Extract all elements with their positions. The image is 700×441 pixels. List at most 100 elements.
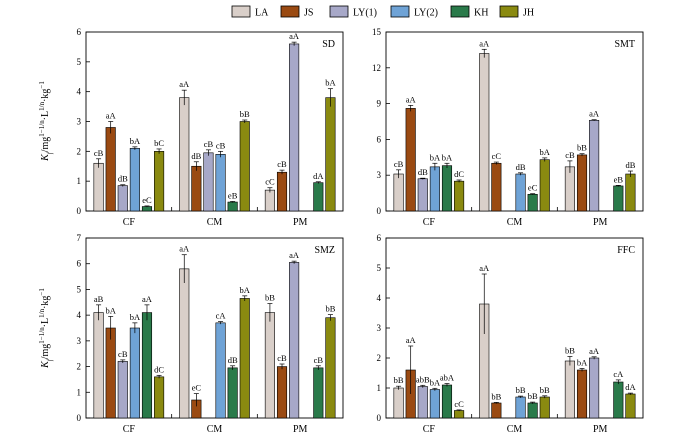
- significance-label: bA: [430, 377, 441, 387]
- bar-kh-cm: [227, 367, 238, 419]
- bar-ly2-cf: [429, 389, 440, 419]
- y-tick-label: 6: [377, 233, 382, 243]
- significance-label: dC: [154, 364, 164, 374]
- y-tick-label: 6: [77, 27, 82, 37]
- bar-kh-cm: [527, 402, 538, 419]
- x-tick-label: PM: [593, 217, 608, 228]
- significance-label: bA: [130, 136, 141, 146]
- bar-ly2-cm: [515, 173, 526, 212]
- bar-ly1-pm: [289, 262, 300, 419]
- significance-label: bA: [105, 305, 116, 315]
- significance-label: aB: [94, 294, 104, 304]
- significance-label: bB: [394, 375, 404, 385]
- significance-label: bB: [565, 346, 575, 356]
- bar-ly1-cf: [117, 185, 128, 212]
- bar-jh-cm: [539, 159, 550, 212]
- bar-js-cm: [191, 165, 202, 212]
- bar-kh-cf: [441, 384, 453, 419]
- significance-label: bB: [540, 385, 550, 395]
- bar-js-cf: [405, 108, 416, 212]
- y-axis-labels: Kf/mg1−1/n·L1/n·kg−1 Kf/mg1−1/n·L1/n·kg−1: [38, 81, 54, 369]
- legend-item-la: LA: [231, 5, 269, 19]
- bar-jh-pm: [625, 173, 636, 212]
- significance-label: eC: [142, 195, 152, 205]
- significance-label: aA: [289, 250, 300, 260]
- x-tick-label: CM: [207, 424, 223, 435]
- y-tick-label: 2: [377, 353, 382, 363]
- significance-label: aA: [406, 94, 417, 104]
- bar-kh-pm: [313, 367, 324, 419]
- bar-ly1-cf: [417, 178, 428, 212]
- y-tick-label: 5: [77, 57, 82, 67]
- legend-swatch: [499, 5, 519, 18]
- bar-kh-cf: [141, 206, 153, 212]
- significance-label: bA: [325, 78, 336, 88]
- significance-label: aA: [106, 111, 117, 121]
- significance-label: aA: [289, 31, 300, 41]
- bar-kh-pm: [613, 381, 624, 419]
- bar-kh-cm: [527, 193, 538, 212]
- bar-ly2-cf: [429, 166, 440, 212]
- panel-smz: 01234567SMZCFaBbAcBbAaAdCCMaAeCcAdBbAPMb…: [77, 233, 344, 435]
- y-tick-label: 6: [77, 259, 82, 269]
- legend-label: JH: [523, 8, 534, 19]
- legend-swatch: [390, 5, 410, 18]
- significance-label: eC: [192, 383, 202, 393]
- y-tick-label: 2: [77, 146, 82, 156]
- bar-ly1-cf: [117, 361, 128, 419]
- bar-jh-pm: [325, 97, 336, 212]
- y-tick-label: 0: [77, 413, 82, 423]
- legend-swatch: [231, 5, 251, 18]
- y-tick-label: 15: [372, 27, 382, 37]
- bar-la-pm: [264, 189, 275, 212]
- y-tick-label: 9: [377, 99, 382, 109]
- significance-label: cC: [492, 151, 502, 161]
- significance-label: cB: [565, 150, 575, 160]
- significance-label: cB: [94, 148, 104, 158]
- legend-item-kh: KH: [450, 5, 488, 19]
- significance-label: dB: [418, 167, 428, 177]
- significance-label: bC: [154, 138, 164, 148]
- bar-kh-cf: [441, 165, 453, 212]
- significance-label: bA: [430, 152, 441, 162]
- bar-jh-cf: [454, 410, 465, 419]
- significance-label: dB: [118, 174, 128, 184]
- y-tick-label: 1: [377, 383, 382, 393]
- bar-jh-cm: [539, 396, 550, 419]
- plot-frame: [385, 31, 644, 212]
- y-tick-label: 5: [77, 284, 82, 294]
- plot-frame: [85, 237, 344, 419]
- significance-label: cB: [394, 159, 404, 169]
- bar-la-cf: [93, 162, 104, 212]
- significance-label: bB: [265, 293, 275, 303]
- bar-jh-pm: [625, 393, 636, 419]
- y-tick-label: 3: [77, 117, 82, 127]
- x-tick-label: PM: [593, 424, 608, 435]
- y-tick-label: 3: [377, 170, 382, 180]
- significance-label: bA: [442, 152, 453, 162]
- bar-la-cm: [479, 53, 490, 212]
- significance-label: eC: [528, 183, 538, 193]
- bar-jh-cf: [454, 180, 465, 212]
- bar-la-pm: [564, 360, 575, 419]
- bar-ly2-cf: [129, 327, 140, 419]
- bar-la-pm: [564, 166, 575, 212]
- x-tick-label: PM: [293, 424, 308, 435]
- bar-js-pm: [276, 171, 288, 212]
- significance-label: dA: [313, 171, 324, 181]
- significance-label: bB: [325, 304, 335, 314]
- significance-label: dC: [454, 169, 464, 179]
- y-tick-label: 3: [77, 336, 82, 346]
- x-tick-label: CF: [123, 424, 136, 435]
- bar-la-cf: [393, 173, 404, 212]
- bar-js-cm: [491, 402, 502, 419]
- significance-label: eB: [228, 190, 238, 200]
- x-tick-label: CM: [507, 217, 523, 228]
- legend-swatch: [280, 5, 300, 18]
- significance-label: dA: [625, 382, 636, 392]
- y-tick-label: 1: [77, 387, 82, 397]
- y-tick-label: 4: [77, 87, 82, 97]
- bar-js-cf: [105, 327, 116, 419]
